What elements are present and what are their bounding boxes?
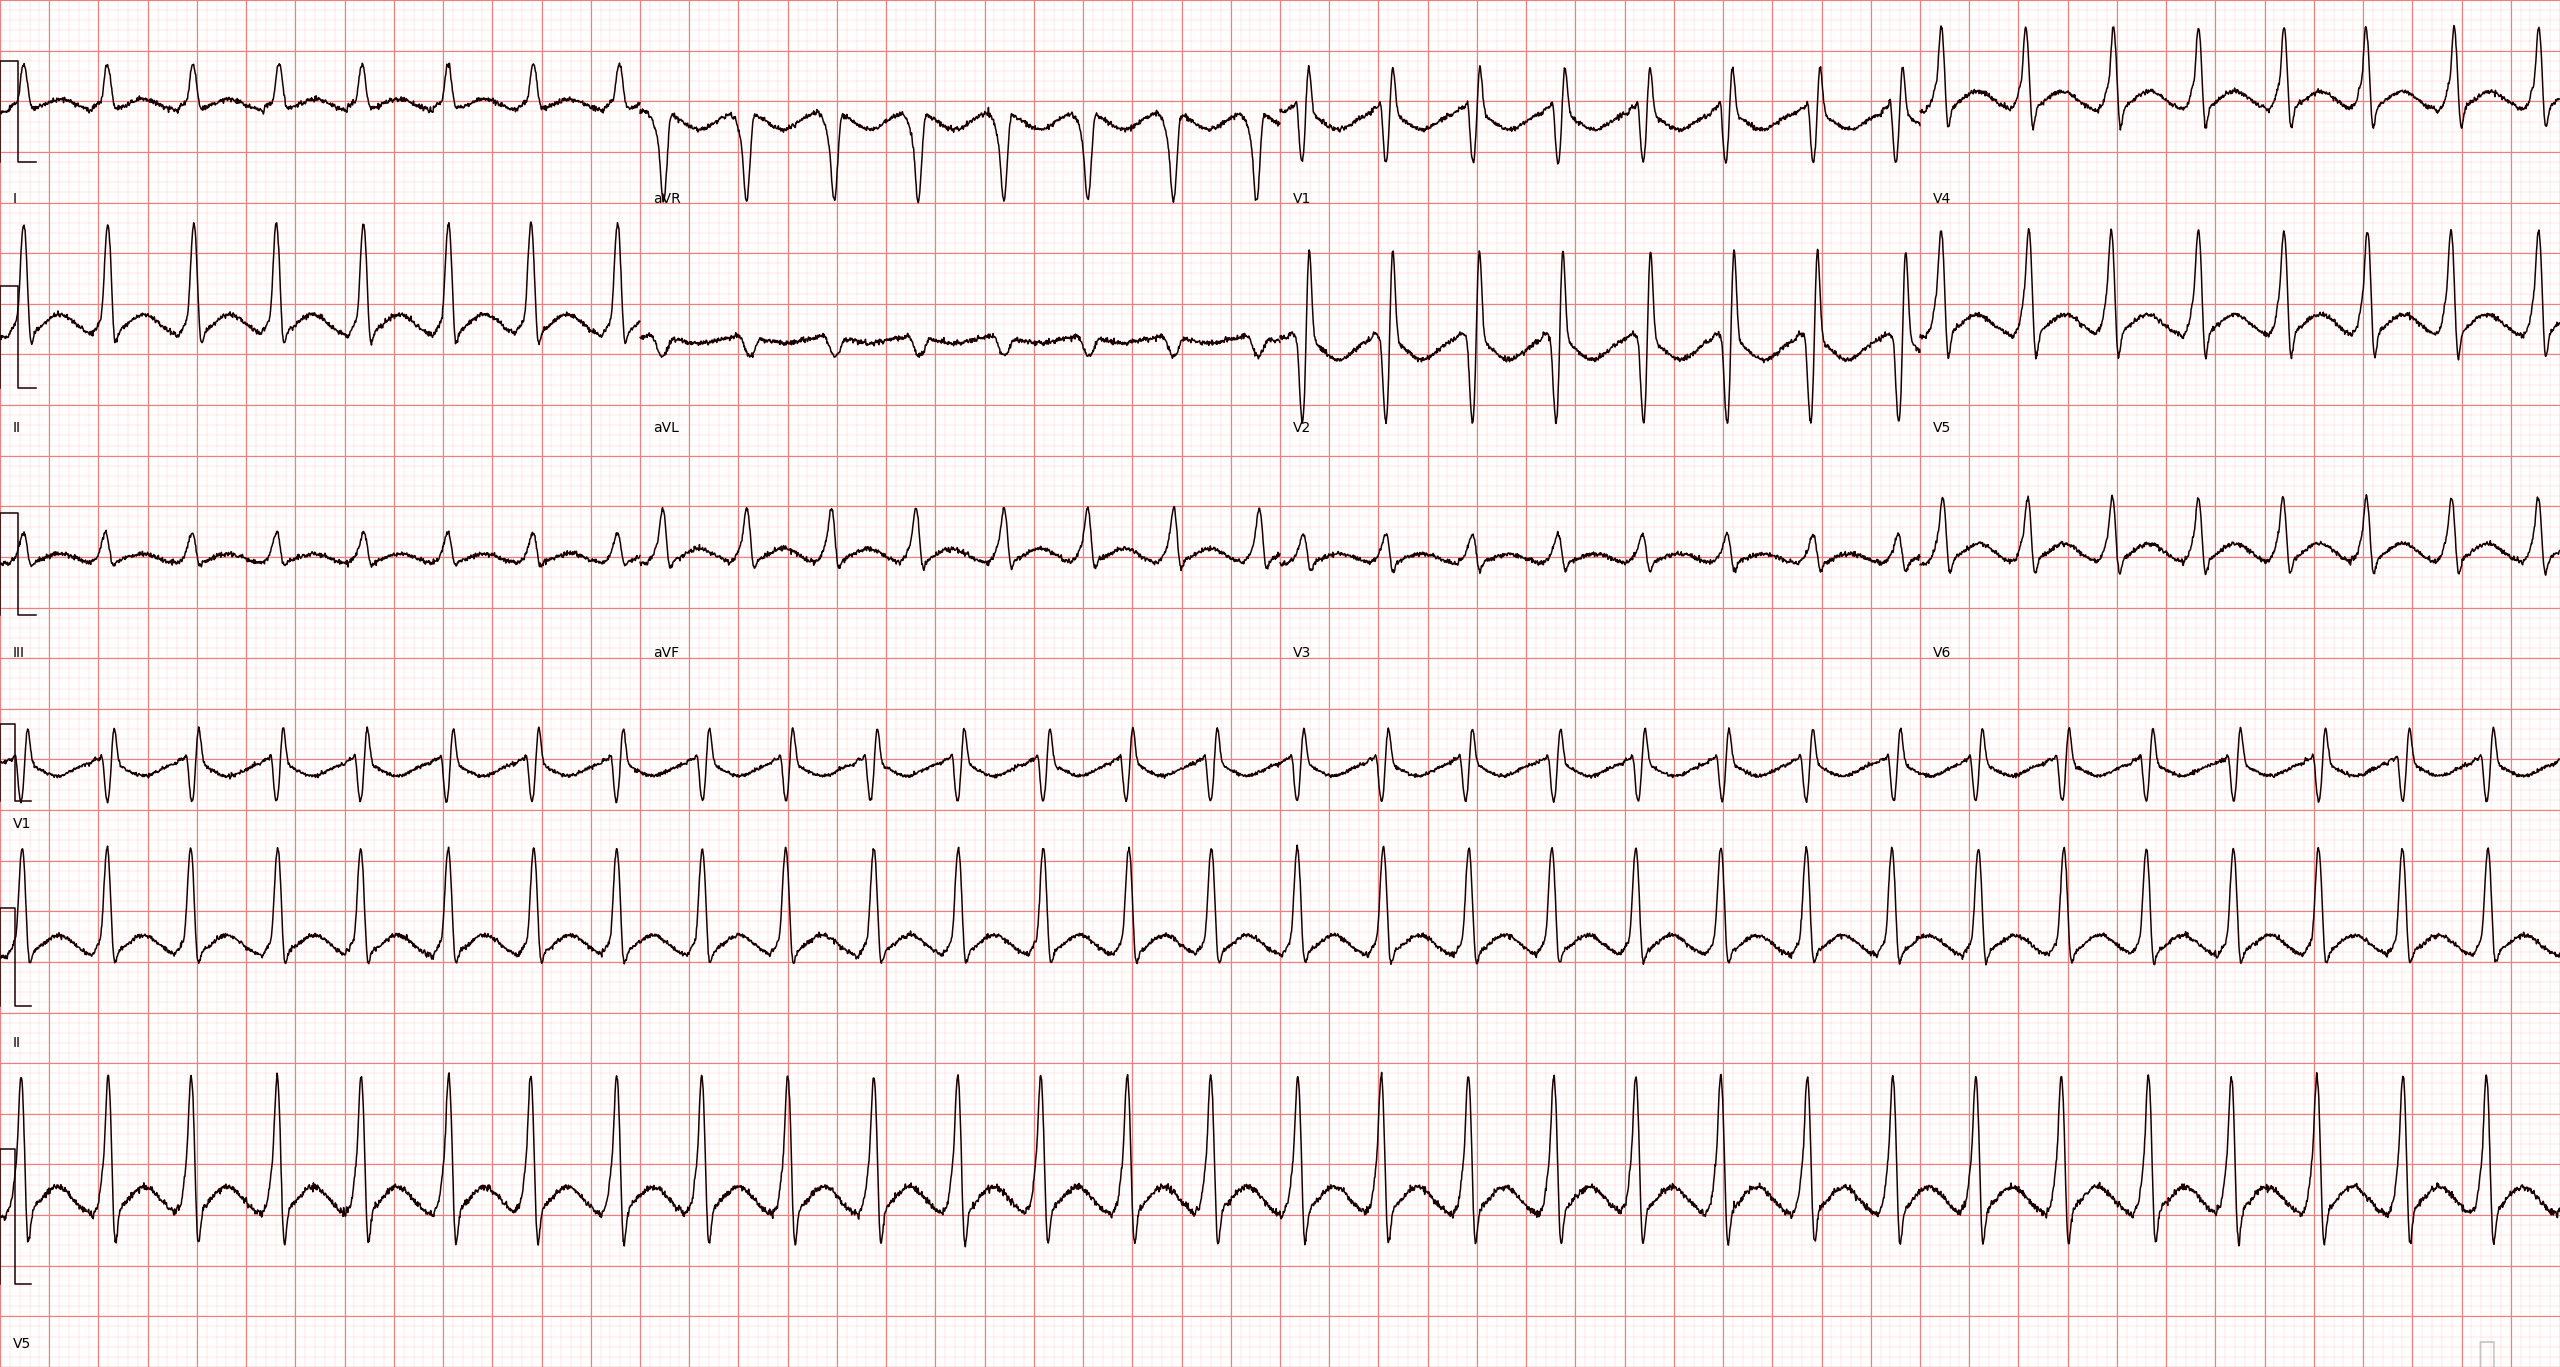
- Text: aVR: aVR: [653, 193, 681, 206]
- Text: I: I: [13, 193, 18, 206]
- Text: V4: V4: [1933, 193, 1951, 206]
- Text: V5: V5: [13, 1337, 31, 1351]
- Text: aVF: aVF: [653, 647, 678, 660]
- Text: ⬛: ⬛: [2478, 1340, 2496, 1367]
- Text: V6: V6: [1933, 647, 1951, 660]
- Text: V1: V1: [13, 817, 31, 831]
- Text: aVL: aVL: [653, 421, 678, 435]
- Text: II: II: [13, 421, 20, 435]
- Text: V5: V5: [1933, 421, 1951, 435]
- Text: II: II: [13, 1036, 20, 1050]
- Text: V3: V3: [1293, 647, 1311, 660]
- Text: III: III: [13, 647, 26, 660]
- Text: V2: V2: [1293, 421, 1311, 435]
- Text: V1: V1: [1293, 193, 1311, 206]
